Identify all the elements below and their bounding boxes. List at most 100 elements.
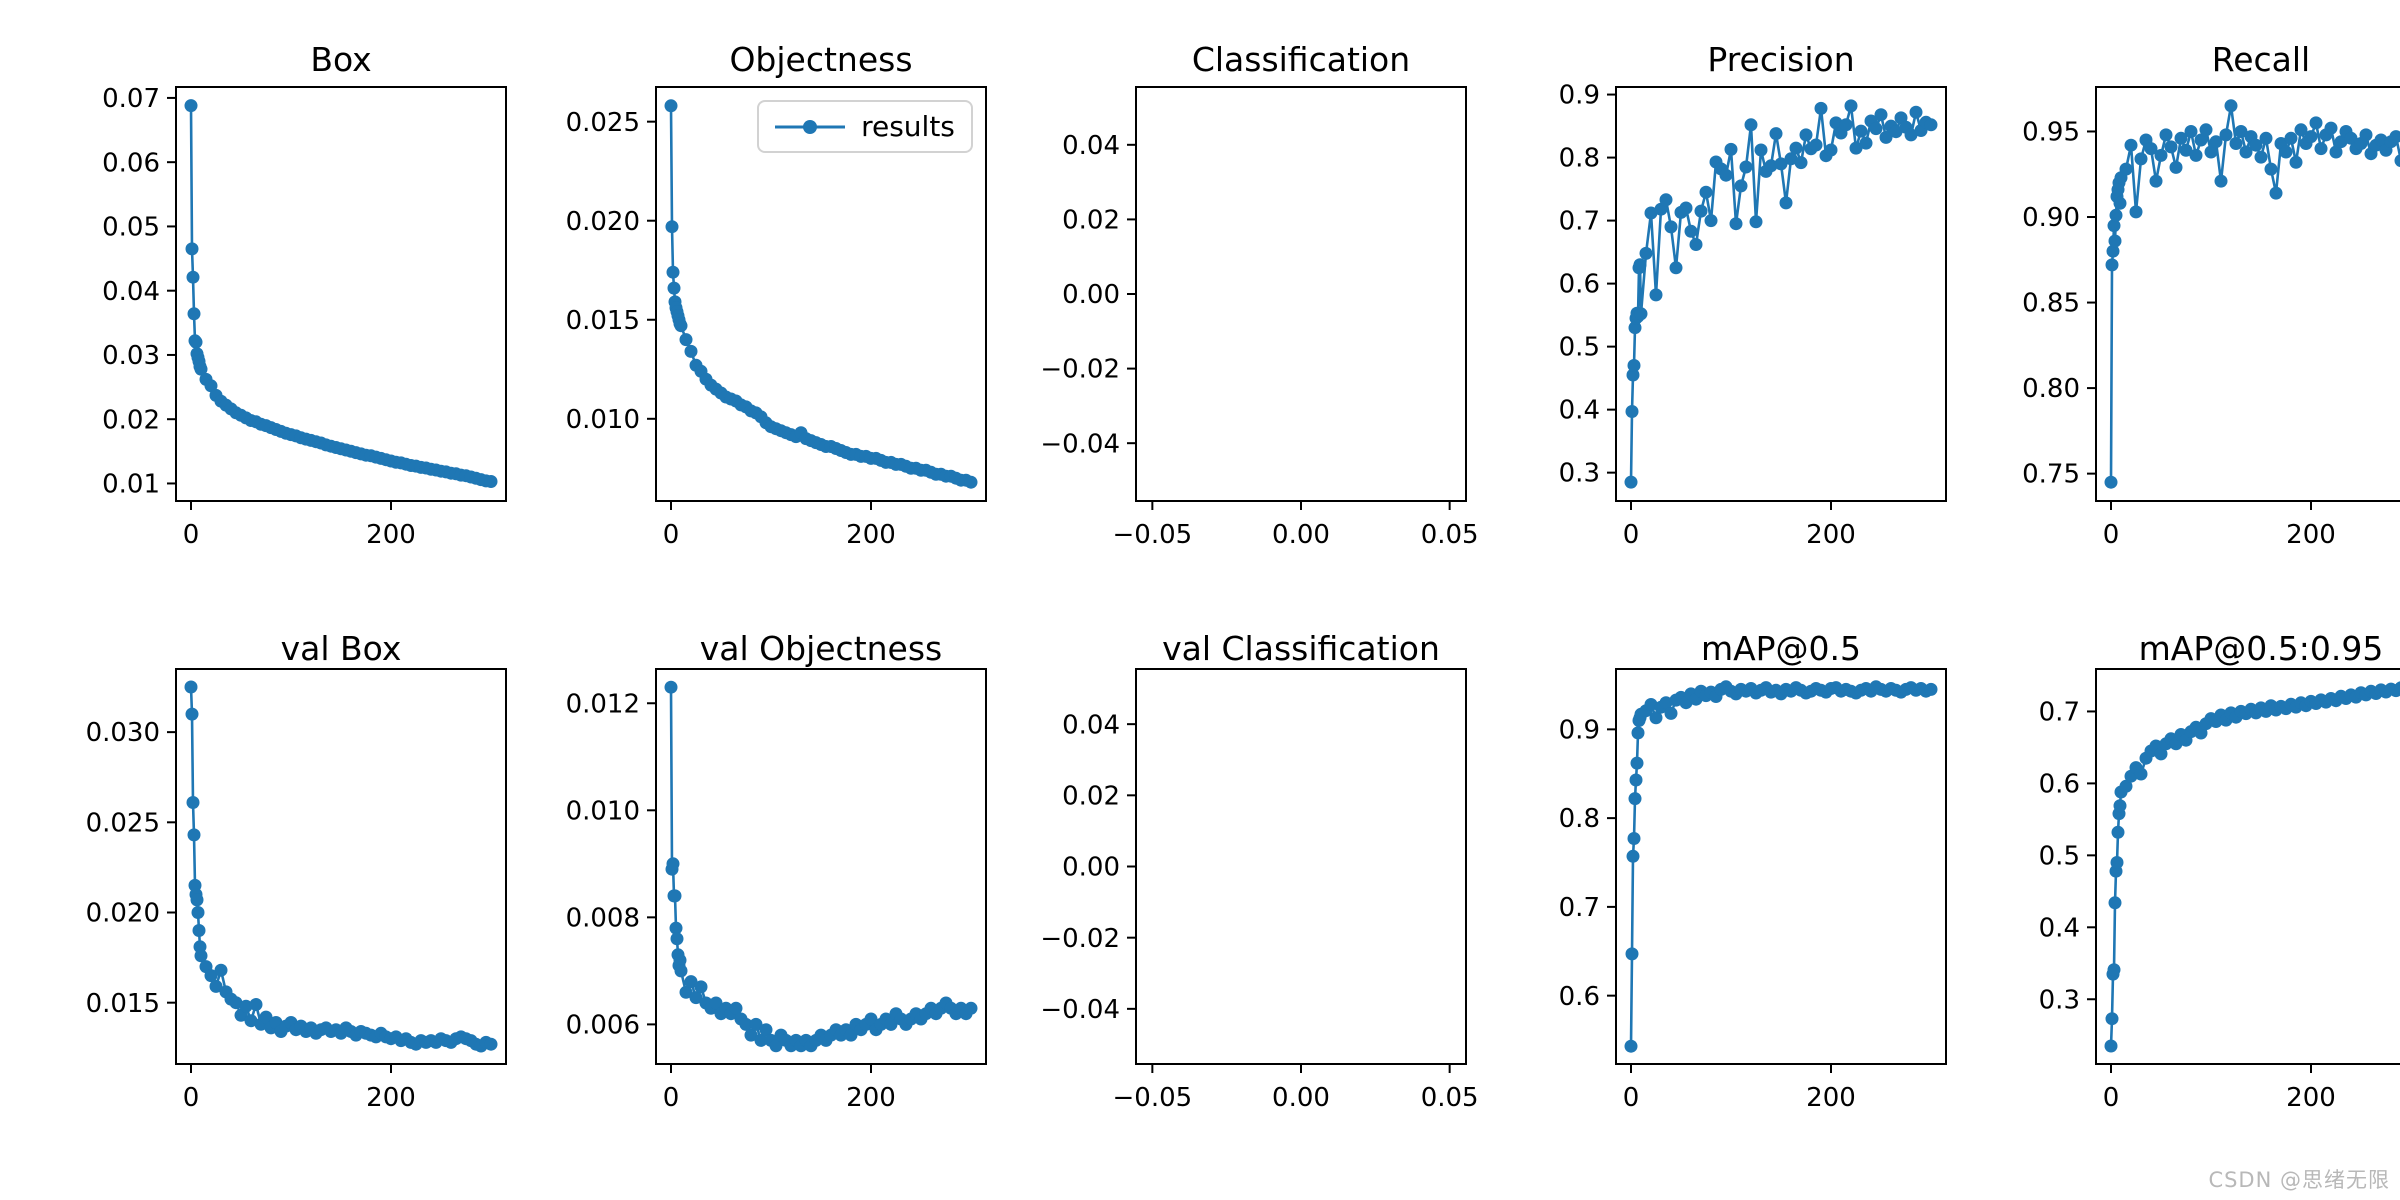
svg-text:0.02: 0.02 <box>1062 206 1120 236</box>
svg-text:0.85: 0.85 <box>2022 289 2080 319</box>
svg-text:0.4: 0.4 <box>1559 396 1600 426</box>
val-classification-plot-canvas: −0.04 −0.02 0.00 0.02 0.04 −0.05 0.00 0.05 <box>1040 668 1479 1113</box>
subplot-title-map05095: mAP@0.5:0.95 <box>2138 629 2384 668</box>
map05-plot-canvas: 0.6 0.7 0.8 0.9 0 200 <box>1559 668 1947 1113</box>
svg-text:0.6: 0.6 <box>1559 982 1600 1012</box>
svg-text:0.01: 0.01 <box>102 470 160 500</box>
box-plot-canvas: 0.01 0.02 0.03 0.04 0.05 0.06 0.07 0 200 <box>102 84 507 550</box>
svg-text:0.90: 0.90 <box>2022 203 2080 233</box>
classification-plot-canvas: −0.04 −0.02 0.00 0.02 0.04 −0.05 0.00 0.05 <box>1040 86 1479 550</box>
subplot-title-objectness: Objectness <box>729 40 913 79</box>
legend-label: results <box>861 110 955 143</box>
svg-text:0: 0 <box>2103 520 2120 550</box>
svg-text:−0.02: −0.02 <box>1040 924 1120 954</box>
svg-text:200: 200 <box>366 520 416 550</box>
svg-text:−0.02: −0.02 <box>1040 355 1120 385</box>
legend-sample-line <box>775 119 846 134</box>
svg-text:0: 0 <box>183 1083 200 1113</box>
svg-text:−0.05: −0.05 <box>1113 520 1193 550</box>
svg-text:0.7: 0.7 <box>1559 893 1600 923</box>
svg-text:200: 200 <box>2286 520 2336 550</box>
svg-text:200: 200 <box>846 520 896 550</box>
svg-text:0.04: 0.04 <box>1062 710 1120 740</box>
svg-text:0.020: 0.020 <box>86 899 160 929</box>
svg-text:0.02: 0.02 <box>102 405 160 435</box>
svg-text:0.015: 0.015 <box>566 306 640 336</box>
subplot-val-box: val Box 0.015 0.020 0.025 0.030 0 200 <box>40 616 520 1200</box>
svg-text:0: 0 <box>2103 1083 2120 1113</box>
objectness-plot-canvas: 0.010 0.015 0.020 0.025 0 200 <box>566 86 987 550</box>
svg-text:0: 0 <box>1623 520 1640 550</box>
subplot-title-val-objectness: val Objectness <box>699 629 943 668</box>
subplot-map05: mAP@0.5 0.6 0.7 0.8 0.9 0 200 <box>1480 616 1960 1200</box>
svg-text:200: 200 <box>1806 1083 1856 1113</box>
svg-text:0.5: 0.5 <box>1559 333 1600 363</box>
svg-text:200: 200 <box>1806 520 1856 550</box>
svg-text:200: 200 <box>846 1083 896 1113</box>
svg-text:0.025: 0.025 <box>86 808 160 838</box>
svg-text:0.00: 0.00 <box>1272 520 1330 550</box>
svg-text:0.012: 0.012 <box>566 689 640 719</box>
precision-plot-canvas: 0.3 0.4 0.5 0.6 0.7 0.8 0.9 0 200 <box>1559 81 1947 550</box>
recall-plot-canvas: 0.75 0.80 0.85 0.90 0.95 0 200 <box>2022 86 2400 550</box>
svg-text:0.04: 0.04 <box>102 277 160 307</box>
svg-text:0.05: 0.05 <box>102 213 160 243</box>
svg-text:0.008: 0.008 <box>566 903 640 933</box>
subplot-objectness: Objectness 0.010 0.015 0.020 0.025 0 200 resu… <box>520 16 1000 616</box>
svg-text:0.05: 0.05 <box>1421 520 1479 550</box>
svg-text:0: 0 <box>1623 1083 1640 1113</box>
svg-text:0.010: 0.010 <box>566 796 640 826</box>
svg-text:200: 200 <box>2286 1083 2336 1113</box>
svg-text:0.030: 0.030 <box>86 718 160 748</box>
subplot-title-recall: Recall <box>2211 40 2311 79</box>
svg-text:0.75: 0.75 <box>2022 460 2080 490</box>
svg-text:0.00: 0.00 <box>1272 1083 1330 1113</box>
svg-text:0.00: 0.00 <box>1062 280 1120 310</box>
svg-text:−0.04: −0.04 <box>1040 995 1120 1025</box>
svg-text:0.015: 0.015 <box>86 989 160 1019</box>
subplot-box: Box 0.01 0.02 0.03 0.04 0.05 0.06 0.07 0 200 <box>40 16 520 616</box>
svg-text:200: 200 <box>366 1083 416 1113</box>
svg-text:0.3: 0.3 <box>2039 985 2080 1015</box>
svg-text:0: 0 <box>183 520 200 550</box>
map05095-plot-canvas: 0.3 0.4 0.5 0.6 0.7 0 200 <box>2039 668 2400 1113</box>
svg-text:0.025: 0.025 <box>566 108 640 138</box>
svg-text:0.04: 0.04 <box>1062 131 1120 161</box>
svg-text:0.9: 0.9 <box>1559 81 1600 111</box>
svg-text:0.8: 0.8 <box>1559 804 1600 834</box>
svg-text:0.7: 0.7 <box>2039 698 2080 728</box>
svg-text:0.6: 0.6 <box>2039 769 2080 799</box>
val-objectness-plot-canvas: 0.006 0.008 0.010 0.012 0 200 <box>566 668 987 1113</box>
subplot-val-classification: val Classification −0.04 −0.02 0.00 0.02 0.0… <box>1000 616 1480 1200</box>
subplot-title-val-box: val Box <box>280 629 402 668</box>
svg-text:0.5: 0.5 <box>2039 841 2080 871</box>
svg-text:0.7: 0.7 <box>1559 207 1600 237</box>
legend-box: results <box>757 100 973 153</box>
svg-text:0.006: 0.006 <box>566 1010 640 1040</box>
svg-text:0: 0 <box>663 520 680 550</box>
subplot-title-box: Box <box>310 40 372 79</box>
svg-text:0.05: 0.05 <box>1421 1083 1479 1113</box>
svg-text:0.8: 0.8 <box>1559 144 1600 174</box>
svg-text:0.00: 0.00 <box>1062 853 1120 883</box>
watermark: CSDN @思绪无限 <box>2208 1168 2390 1192</box>
svg-text:0.3: 0.3 <box>1559 459 1600 489</box>
svg-text:0: 0 <box>663 1083 680 1113</box>
svg-text:0.020: 0.020 <box>566 207 640 237</box>
svg-text:0.02: 0.02 <box>1062 781 1120 811</box>
subplot-recall: Recall 0.75 0.80 0.85 0.90 0.95 0 200 <box>1960 16 2400 616</box>
val-box-plot-canvas: 0.015 0.020 0.025 0.030 0 200 <box>86 668 507 1113</box>
subplot-title-precision: Precision <box>1707 40 1855 79</box>
subplot-title-val-classification: val Classification <box>1162 629 1440 668</box>
svg-text:−0.04: −0.04 <box>1040 429 1120 459</box>
svg-text:0.9: 0.9 <box>1559 715 1600 745</box>
svg-text:0.6: 0.6 <box>1559 270 1600 300</box>
subplot-map05095: mAP@0.5:0.95 0.3 0.4 0.5 0.6 0.7 0 200 <box>1960 616 2400 1200</box>
svg-text:0.010: 0.010 <box>566 405 640 435</box>
svg-text:0.07: 0.07 <box>102 84 160 114</box>
svg-text:0.95: 0.95 <box>2022 118 2080 148</box>
svg-text:0.06: 0.06 <box>102 148 160 178</box>
subplot-precision: Precision 0.3 0.4 0.5 0.6 0.7 0.8 0.9 0 200 <box>1480 16 1960 616</box>
subplot-title-map05: mAP@0.5 <box>1700 629 1862 668</box>
subplot-classification: Classification −0.04 −0.02 0.00 0.02 0.04 −0.… <box>1000 16 1480 616</box>
